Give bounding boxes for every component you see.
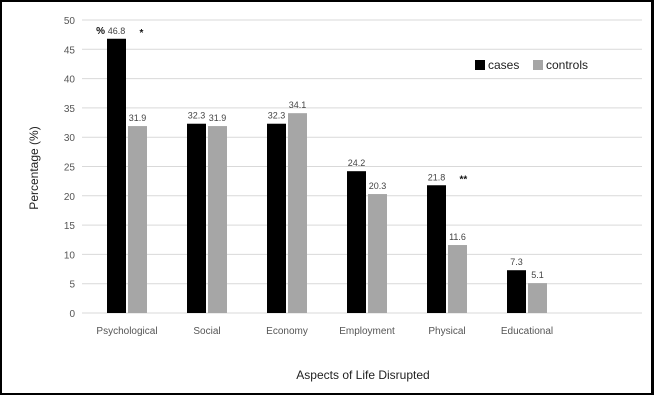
- legend: cases controls: [475, 58, 588, 72]
- legend-label-cases: cases: [488, 58, 519, 72]
- x-tick-label: Physical: [428, 326, 465, 337]
- bar-controls-social: [208, 126, 227, 313]
- bar-cases-physical: [427, 185, 446, 313]
- bar-controls-psychological: [128, 126, 147, 313]
- data-label-cases: 32.3: [268, 111, 286, 121]
- bar-cases-social: [187, 123, 206, 313]
- data-labels: 46.831.9 32.3 31.9 32.334.124.220.321.811.6…: [108, 26, 544, 280]
- bar-controls-educational: [528, 283, 547, 313]
- y-tick-label: 45: [64, 45, 76, 56]
- data-label-cases: 24.2: [348, 158, 366, 168]
- data-label-controls: 11.6: [449, 232, 466, 242]
- y-tick-label: 35: [64, 104, 76, 115]
- bar-cases-psychological: [107, 38, 126, 313]
- bar-controls-physical: [448, 245, 467, 313]
- y-tick-label: 25: [64, 163, 76, 174]
- x-axis-categories: Psychological Social Economy Employment Phys…: [96, 326, 553, 337]
- y-tick-label: 0: [69, 309, 75, 320]
- bar-controls-employment: [368, 194, 387, 313]
- x-tick-label: Educational: [501, 326, 553, 337]
- data-label-controls: 31.9: [209, 113, 227, 123]
- legend-swatch-controls: [533, 60, 543, 70]
- bars: [107, 38, 547, 313]
- data-label-cases: 7.3: [510, 257, 523, 267]
- y-tick-label: 30: [64, 133, 76, 144]
- x-axis-title: Aspects of Life Disrupted: [296, 368, 429, 382]
- data-label-controls: 31.9: [129, 113, 147, 123]
- y-tick-label: 5: [69, 280, 75, 291]
- x-tick-label: Economy: [266, 326, 308, 337]
- legend-swatch-cases: [475, 60, 485, 70]
- annotation: **: [460, 174, 468, 185]
- data-label-cases: 21.8: [428, 172, 446, 182]
- annotation: %: [96, 26, 105, 37]
- y-axis-title: Percentage (%): [27, 126, 41, 209]
- data-label-controls: 5.1: [531, 270, 544, 280]
- bar-cases-educational: [507, 270, 526, 313]
- y-tick-label: 15: [64, 221, 76, 232]
- x-tick-label: Social: [193, 326, 220, 337]
- y-tick-label: 20: [64, 192, 76, 203]
- bar-controls-economy: [288, 113, 307, 313]
- annotation: *: [140, 28, 144, 39]
- bar-cases-economy: [267, 123, 286, 313]
- x-tick-label: Psychological: [96, 326, 157, 337]
- legend-label-controls: controls: [546, 58, 588, 72]
- significance-annotations: *% **: [96, 26, 468, 185]
- data-label-cases: 32.3: [188, 111, 206, 121]
- data-label-cases: 46.8: [108, 26, 126, 36]
- data-label-controls: 34.1: [289, 100, 307, 110]
- x-tick-label: Employment: [339, 326, 395, 337]
- data-label-controls: 20.3: [369, 181, 387, 191]
- bar-cases-employment: [347, 171, 366, 313]
- y-tick-label: 10: [64, 250, 76, 261]
- y-axis-ticks: 0 5 10 15 20 25 30 35 40 45 50: [64, 16, 76, 320]
- y-tick-label: 50: [64, 16, 76, 27]
- y-tick-label: 40: [64, 75, 76, 86]
